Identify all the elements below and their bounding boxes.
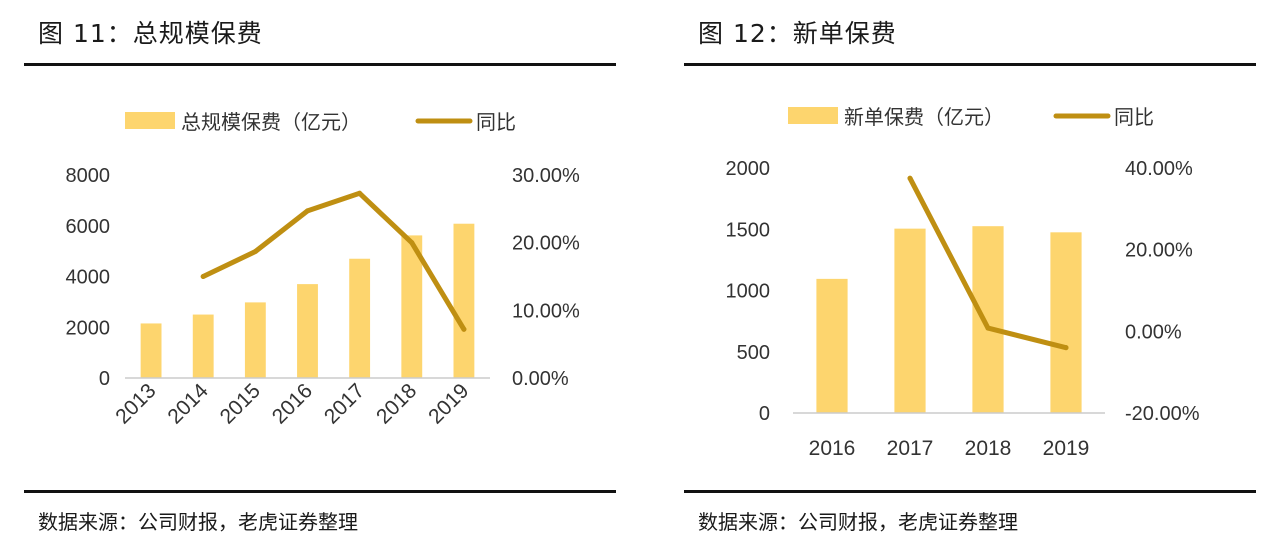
legend-bar-swatch (125, 112, 175, 129)
bar (1050, 232, 1082, 413)
x-tick-label: 2019 (1043, 437, 1090, 460)
title-rule (24, 63, 616, 66)
y2-tick-label: 10.00% (512, 300, 580, 322)
title-rule (684, 63, 1256, 66)
y2-tick-label: 20.00% (1125, 240, 1193, 262)
x-tick-label: 2017 (320, 379, 369, 428)
line-point (907, 175, 913, 181)
y2-tick-label: 40.00% (1125, 158, 1193, 180)
x-tick-label: 2015 (216, 379, 265, 428)
bar (453, 223, 475, 378)
y2-tick-label: 30.00% (512, 165, 580, 187)
source-note: 数据来源：公司财报，老虎证券整理 (38, 510, 358, 534)
chart-svg-right: 新单保费（亿元） 同比 0 500 1000 1500 2000 -20.00% 0.00% 20… (726, 106, 1200, 460)
chart-svg-left: 总规模保费（亿元） 同比 0 2000 4000 6000 8000 0.00% 10.00% 2… (66, 111, 581, 429)
x-tick-label: 2018 (965, 437, 1012, 460)
y2-tick-label: 20.00% (512, 233, 580, 255)
legend-bar-label: 总规模保费（亿元） (181, 111, 361, 134)
source-rule (684, 490, 1256, 493)
line-point (305, 208, 310, 214)
y-tick-label: 2000 (66, 317, 111, 339)
line-series (200, 190, 467, 332)
line-point (409, 240, 415, 246)
chart-panel-right: 图 12：新单保费 新单保费（亿元） 同比 0 500 1000 1500 2000 -20.… (660, 0, 1269, 552)
legend-bar-label: 新单保费（亿元） (844, 106, 1004, 129)
y2-tick-label: -20.00% (1125, 403, 1200, 425)
line-point (985, 325, 991, 331)
source-note: 数据来源：公司财报，老虎证券整理 (698, 510, 1018, 534)
x-tick-label: 2016 (809, 437, 856, 460)
bar (816, 278, 848, 413)
line-point (200, 274, 206, 279)
bar (401, 235, 423, 378)
chart-panel-left: 图 11：总规模保费 总规模保费（亿元） 同比 0 2000 4000 6000 8000 0… (0, 0, 630, 552)
bar (297, 284, 318, 378)
bar (894, 228, 926, 413)
y-tick-label: 4000 (66, 267, 111, 289)
bar (244, 302, 266, 378)
x-tick-label: 2016 (268, 379, 317, 428)
source-rule (24, 490, 616, 493)
x-tick-label: 2013 (111, 379, 160, 428)
line-point (252, 248, 258, 254)
y2-tick-label: 0.00% (512, 368, 569, 390)
y-tick-label: 0 (759, 403, 770, 425)
y-tick-label: 1500 (726, 219, 771, 241)
y-tick-label: 2000 (726, 158, 771, 180)
x-tick-label: 2017 (887, 437, 934, 460)
bar (192, 314, 214, 378)
chart-title: 图 11：总规模保费 (38, 19, 263, 48)
bar (972, 226, 1004, 413)
line-point (357, 190, 363, 196)
y-tick-label: 6000 (66, 216, 111, 238)
legend-line-label: 同比 (476, 111, 516, 134)
line-point (1063, 345, 1069, 351)
bar (140, 323, 162, 378)
chart-title: 图 12：新单保费 (698, 19, 897, 48)
y-tick-label: 0 (99, 368, 110, 390)
y-tick-label: 500 (737, 342, 770, 364)
x-tick-label: 2014 (163, 379, 213, 429)
y2-tick-label: 0.00% (1125, 321, 1182, 343)
legend-bar-swatch (788, 107, 838, 124)
x-tick-label: 2019 (424, 379, 473, 428)
line-point (461, 326, 467, 332)
y-tick-label: 1000 (726, 281, 771, 303)
legend-line-label: 同比 (1114, 106, 1154, 129)
x-tick-label: 2018 (372, 379, 421, 428)
bar (349, 258, 371, 378)
y-tick-label: 8000 (66, 165, 111, 187)
